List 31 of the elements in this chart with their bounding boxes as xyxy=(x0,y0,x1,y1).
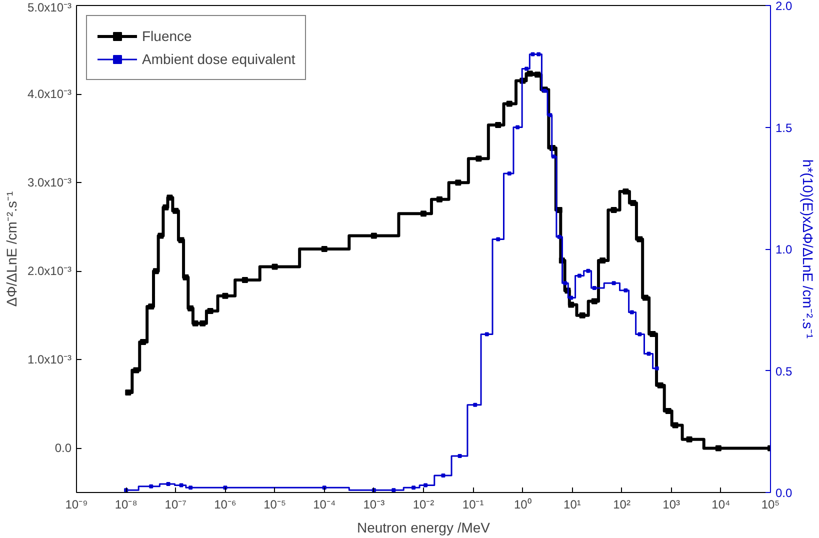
y-axis-title: ΔΦ/ΔLnE /cm⁻².s⁻¹ xyxy=(3,191,20,307)
y2-tick-label: 1.5 xyxy=(776,120,793,135)
x-tick-label: 10³ xyxy=(662,498,680,512)
y2-tick-label: 0.5 xyxy=(776,364,793,378)
x-tick-label: 10⁻⁶ xyxy=(214,498,236,512)
x-tick-label: 10⁻⁷ xyxy=(164,498,186,512)
y-tick-label: 5.0x10⁻³ xyxy=(27,0,72,14)
y-tick-label: 4.0x10⁻³ xyxy=(27,87,72,102)
x-tick-label: 10⁻⁸ xyxy=(114,498,138,512)
y2-axis-title: h*(10)(E)xΔΦ/ΔLnE /cm⁻².s⁻¹ xyxy=(800,159,816,339)
x-tick-label: 10⁻² xyxy=(412,498,434,512)
y2-tick-label: 2.0 xyxy=(776,0,793,13)
y2-tick-label: 0.0 xyxy=(776,486,793,500)
legend-label: Fluence xyxy=(142,28,192,44)
y-tick-label: 0.0 xyxy=(54,441,72,456)
x-tick-label: 10⁻⁹ xyxy=(65,498,88,512)
x-tick-label: 10¹ xyxy=(564,498,581,512)
x-tick-label: 10⁰ xyxy=(514,498,532,512)
legend-label: Ambient dose equivalent xyxy=(142,51,296,67)
x-tick-label: 10² xyxy=(613,498,630,512)
x-tick-label: 10⁵ xyxy=(761,498,780,512)
x-tick-label: 10⁴ xyxy=(712,498,730,512)
x-tick-label: 10⁻¹ xyxy=(462,498,484,512)
y-tick-label: 2.0x10⁻³ xyxy=(27,264,72,278)
x-tick-label: 10⁻⁵ xyxy=(264,498,286,512)
y2-tick-label: 1.0 xyxy=(776,242,793,256)
x-tick-label: 10⁻³ xyxy=(363,498,385,512)
x-axis-title: Neutron energy /MeV xyxy=(356,520,491,536)
x-tick-label: 10⁻⁴ xyxy=(313,498,336,512)
y-tick-label: 3.0x10⁻³ xyxy=(27,176,72,190)
y-tick-label: 1.0x10⁻³ xyxy=(27,352,72,367)
